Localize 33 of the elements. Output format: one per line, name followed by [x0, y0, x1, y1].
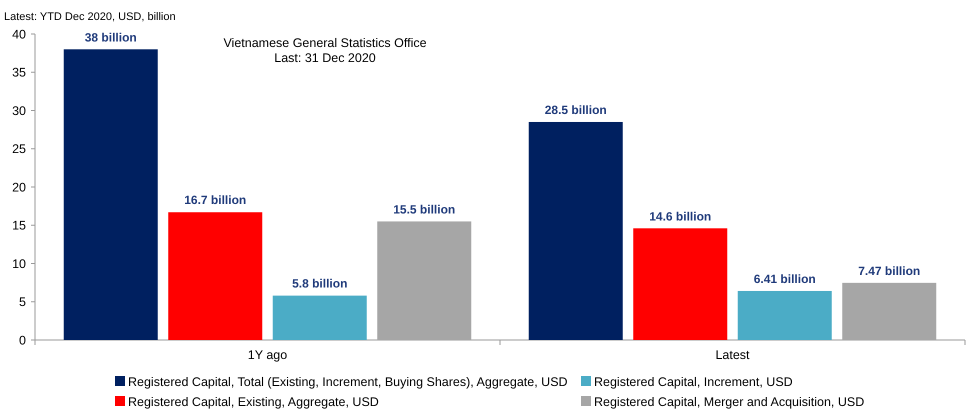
y-tick-label: 35 — [12, 66, 26, 80]
y-tick-label: 15 — [12, 218, 26, 233]
bar — [842, 282, 936, 340]
data-label: 28.5 billion — [544, 102, 607, 117]
legend-label: Registered Capital, Increment, USD — [594, 375, 793, 389]
y-tick-label: 20 — [12, 180, 26, 194]
legend-label: Registered Capital, Total (Existing, Increment, Buying Shares), Aggregate, USD — [128, 375, 568, 389]
y-tick-label: 10 — [12, 256, 26, 271]
data-label: 15.5 billion — [393, 202, 456, 216]
y-tick-label: 40 — [12, 27, 26, 42]
chart-title: Latest: YTD Dec 2020, USD, billion — [4, 11, 176, 23]
bar — [64, 49, 158, 340]
x-tick-label: 1Y ago — [248, 348, 288, 362]
bar — [738, 290, 832, 340]
y-tick-label: 30 — [12, 104, 26, 118]
data-label: 6.41 billion — [754, 272, 816, 286]
legend-label: Registered Capital, Merger and Acquisition, USD — [594, 395, 864, 409]
data-label: 14.6 billion — [649, 209, 712, 224]
bar — [168, 212, 262, 340]
legend-label: Registered Capital, Existing, Aggregate, USD — [128, 395, 379, 409]
data-label: 7.47 billion — [858, 264, 920, 278]
bar — [377, 221, 472, 340]
y-tick-label: 25 — [12, 142, 26, 156]
y-tick-label: 0 — [19, 333, 26, 348]
annotation: Vietnamese General Statistics Office Last: 31 Dec 2020 — [223, 36, 427, 65]
bar — [272, 296, 367, 340]
data-label: 5.8 billion — [292, 276, 348, 291]
x-tick-label: Latest — [715, 348, 750, 362]
bar — [633, 228, 728, 340]
data-label: 38 billion — [84, 30, 137, 44]
data-label: 16.7 billion — [184, 193, 246, 208]
bar — [528, 122, 623, 340]
y-tick-label: 5 — [19, 295, 26, 310]
